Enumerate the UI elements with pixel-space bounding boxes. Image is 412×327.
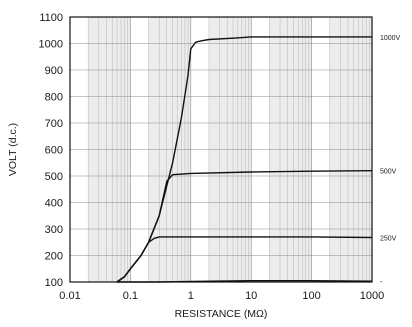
x-tick-label: 1 — [188, 290, 194, 302]
series-labels: 1000V 500V 250V - — [380, 35, 401, 286]
y-tick-label: 700 — [45, 118, 63, 130]
plot-frame — [69, 16, 373, 283]
y-tick-label: 1000 — [39, 39, 63, 51]
y-tick-label: 100 — [45, 277, 63, 289]
series-label: 1000V — [380, 35, 401, 42]
x-tick-label: 1000 — [360, 290, 384, 302]
series-label: 250V — [380, 235, 397, 242]
y-tick-label: 1100 — [39, 12, 63, 24]
x-tick-labels: 0.01 0.1 1 10 100 1000 — [59, 290, 384, 302]
x-tick-label: 10 — [245, 290, 257, 302]
y-tick-label: 600 — [45, 145, 63, 157]
y-tick-label: 400 — [45, 198, 63, 210]
series-label: - — [380, 279, 383, 286]
x-tick-label: 100 — [302, 290, 320, 302]
series-line-250v — [116, 236, 373, 283]
y-tick-label: 800 — [45, 92, 63, 104]
series-label: 500V — [380, 169, 397, 176]
y-axis-title: VOLT (d.c.) — [7, 123, 19, 176]
x-axis-title: RESISTANCE (MΩ) — [175, 308, 268, 320]
y-tick-label: 500 — [45, 171, 63, 183]
y-tick-labels: 100 200 300 400 500 600 700 800 900 1000 1100 — [39, 12, 63, 289]
x-tick-label: 0.01 — [59, 290, 80, 302]
y-tick-label: 300 — [45, 224, 63, 236]
y-tick-label: 900 — [45, 65, 63, 77]
y-tick-label: 200 — [45, 251, 63, 263]
x-tick-label: 0.1 — [123, 290, 138, 302]
